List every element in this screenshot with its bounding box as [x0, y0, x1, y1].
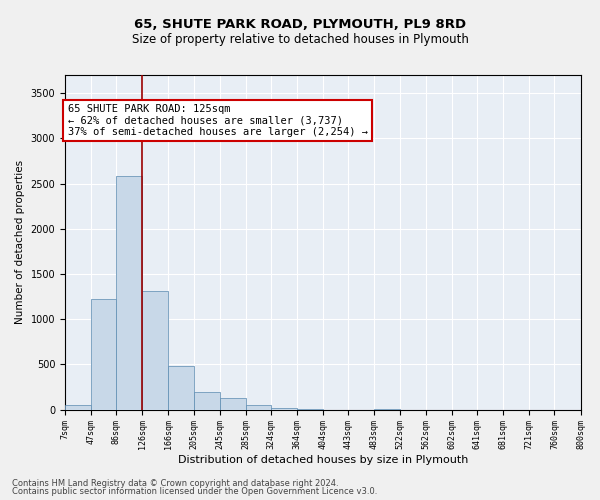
Bar	[142, 291, 169, 410]
Bar	[65, 405, 91, 409]
Bar	[169, 366, 194, 410]
Bar	[271, 408, 297, 410]
Bar	[220, 398, 246, 409]
Text: Contains HM Land Registry data © Crown copyright and database right 2024.: Contains HM Land Registry data © Crown c…	[12, 478, 338, 488]
Bar	[91, 300, 116, 410]
Text: 65 SHUTE PARK ROAD: 125sqm
← 62% of detached houses are smaller (3,737)
37% of s: 65 SHUTE PARK ROAD: 125sqm ← 62% of deta…	[68, 104, 368, 137]
Text: Contains public sector information licensed under the Open Government Licence v3: Contains public sector information licen…	[12, 487, 377, 496]
Y-axis label: Number of detached properties: Number of detached properties	[15, 160, 25, 324]
Bar	[194, 392, 220, 409]
Text: Size of property relative to detached houses in Plymouth: Size of property relative to detached ho…	[131, 32, 469, 46]
Bar	[246, 404, 271, 409]
Bar	[116, 176, 142, 410]
Text: 65, SHUTE PARK ROAD, PLYMOUTH, PL9 8RD: 65, SHUTE PARK ROAD, PLYMOUTH, PL9 8RD	[134, 18, 466, 30]
X-axis label: Distribution of detached houses by size in Plymouth: Distribution of detached houses by size …	[178, 455, 468, 465]
